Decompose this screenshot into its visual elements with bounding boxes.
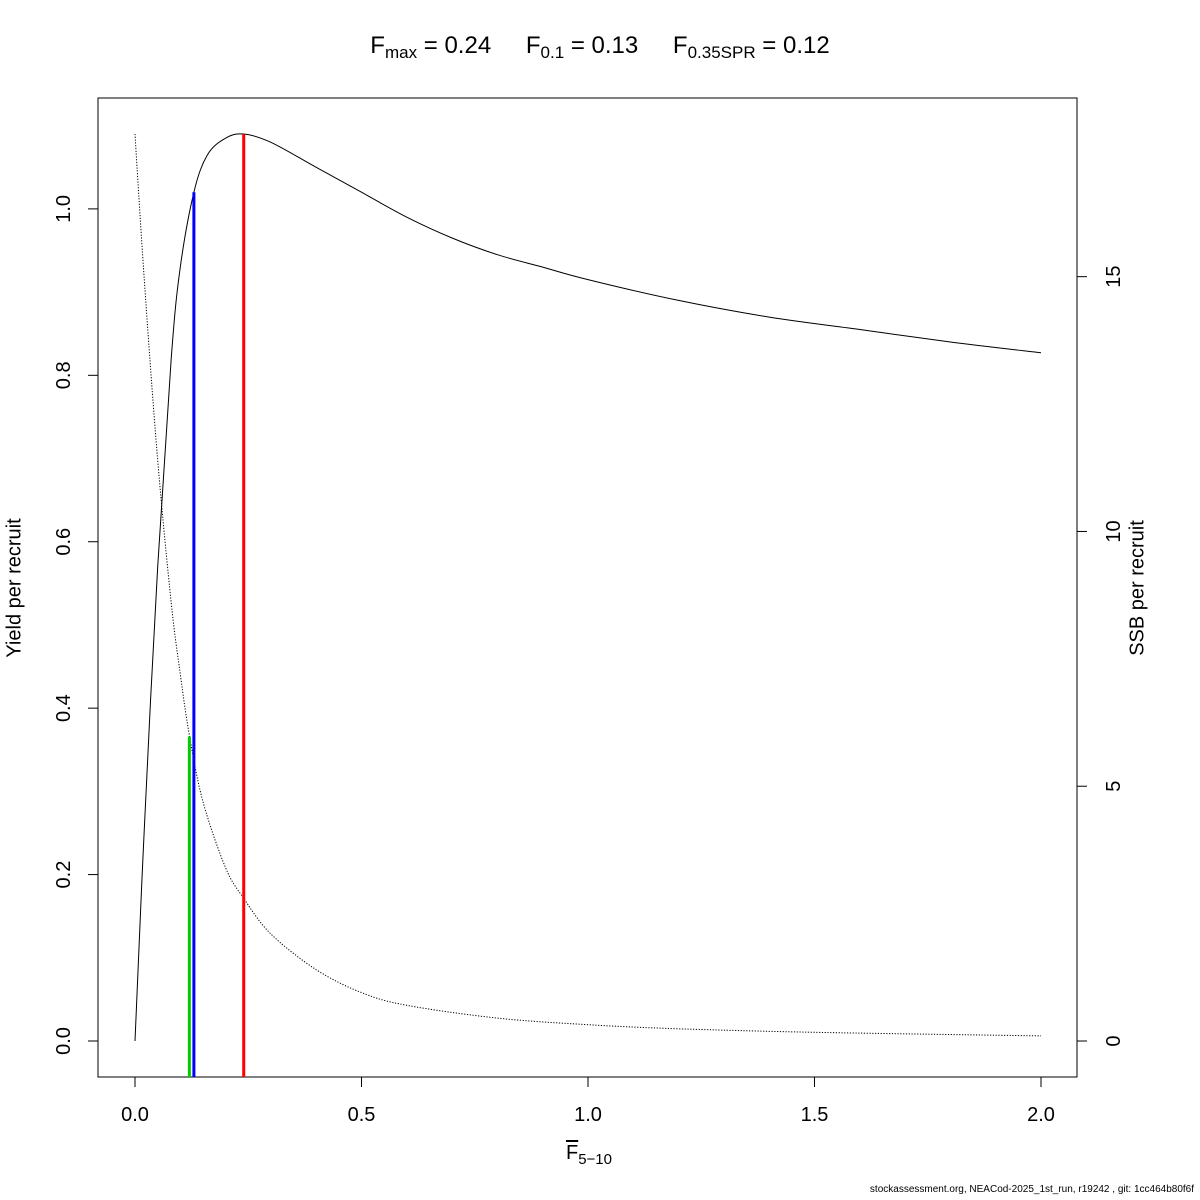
reference-lines [187, 134, 246, 1077]
fmax-subscript: max [384, 43, 418, 62]
fmax-value: = 0.24 [423, 32, 492, 59]
f01-subscript: 0.1 [540, 43, 565, 62]
y-left-tick-label-5: 1.0 [53, 195, 75, 223]
x-axis-label-sub: 5−10 [578, 1151, 612, 1168]
y-left-tick-label-4: 0.8 [53, 361, 75, 389]
f01-value: = 0.13 [570, 32, 639, 59]
y-left-tick-label-3: 0.6 [53, 528, 75, 556]
y-left-axis-label: Yield per recruit [3, 518, 26, 658]
x-tick-label-0: 0.0 [121, 1104, 149, 1126]
f01-symbol: F [525, 32, 541, 59]
y-right-tick-label-3: 15 [1103, 266, 1125, 288]
x-tick-label-1: 0.5 [348, 1104, 376, 1126]
fspr-term: F0.35SPR = 0.12 [672, 32, 830, 62]
y-right-tick-label-2: 10 [1103, 520, 1125, 542]
fmax-term: Fmax = 0.24 [370, 32, 492, 62]
x-axis: 0.0 0.5 1.0 1.5 2.0 [121, 1077, 1055, 1126]
y-left-axis: 0.0 0.2 0.4 0.6 0.8 1.0 [53, 195, 98, 1055]
series-layer [134, 133, 1042, 1042]
y-right-axis: 0 5 10 15 [1077, 266, 1125, 1047]
f01-term: F0.1 = 0.13 [525, 32, 639, 62]
x-axis-label: F5−10 [0, 1142, 1178, 1168]
fmax-symbol: F [370, 32, 385, 59]
chart-title: Fmax = 0.24 F0.1 = 0.13 F0.35SPR = 0.12 [0, 32, 1200, 63]
fspr-value: = 0.12 [762, 32, 830, 59]
ssb-per-recruit-line [134, 133, 1042, 1037]
y-right-tick-label-1: 5 [1103, 781, 1125, 792]
footer-credit: stockassessment.org, NEACod-2025_1st_run… [869, 1184, 1194, 1195]
x-tick-label-4: 2.0 [1027, 1104, 1055, 1126]
fspr-symbol: F [672, 32, 688, 59]
fspr-subscript: 0.35SPR [687, 43, 756, 62]
x-tick-label-3: 1.5 [801, 1104, 829, 1126]
y-left-tick-label-2: 0.4 [53, 694, 75, 722]
y-right-tick-label-0: 0 [1103, 1035, 1125, 1046]
yield-per-recruit-line [134, 133, 1042, 1042]
y-right-axis-label: SSB per recruit [1126, 520, 1149, 656]
y-left-tick-label-0: 0.0 [53, 1027, 75, 1055]
y-left-tick-label-1: 0.2 [53, 861, 75, 889]
x-tick-label-2: 1.0 [574, 1104, 602, 1126]
x-axis-label-main: F [565, 1142, 579, 1164]
